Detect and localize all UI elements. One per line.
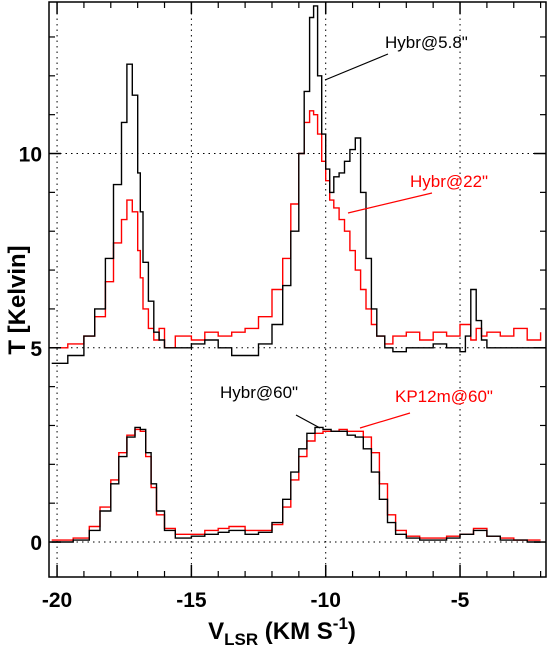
series-layer [51,5,542,543]
x-tick-label: -15 [176,589,207,612]
x-axis-title-main: V [208,618,224,645]
annotation-hybr-5-8-leader [324,53,389,81]
y-tick-label: 10 [19,144,42,167]
annotation-kp12m-60: KP12m@60" [395,387,493,406]
annotations: Hybr@5.8" Hybr@22" Hybr@60" KP12m@60" [220,33,493,429]
x-tick-label: -10 [311,589,341,612]
plot-frame [48,1,547,578]
annotation-hybr-22-leader [347,192,433,214]
annotation-hybr-22: Hybr@22" [410,172,488,191]
x-tick-label: -5 [451,589,470,612]
series-hybr-60-line [51,426,541,543]
axis-ticks: -20 -15 -10 -5 0 5 10 [19,2,546,612]
y-tick-label: 5 [30,338,42,361]
series-hybr-22-line [51,110,542,349]
x-axis-title-close: ) [348,618,356,645]
series-kp12m-60-line [51,428,541,541]
x-axis-title: VLSR (KM S-1) [208,614,356,649]
annotation-hybr-60-leader [295,414,321,429]
annotation-hybr-60: Hybr@60" [220,383,298,402]
x-axis-title-sub: LSR [224,630,258,649]
annotation-kp12m-60-leader [359,412,411,429]
y-axis-title: T [Kelvin] [4,245,31,354]
annotation-hybr-5-8: Hybr@5.8" [385,33,468,52]
x-tick-label: -20 [42,589,72,612]
grid-lines [49,2,546,577]
series-hybr-5-8-line [51,5,541,364]
x-axis-title-units: (KM S [258,618,333,645]
x-axis-title-sup: -1 [333,614,348,633]
y-tick-label: 0 [30,532,42,555]
